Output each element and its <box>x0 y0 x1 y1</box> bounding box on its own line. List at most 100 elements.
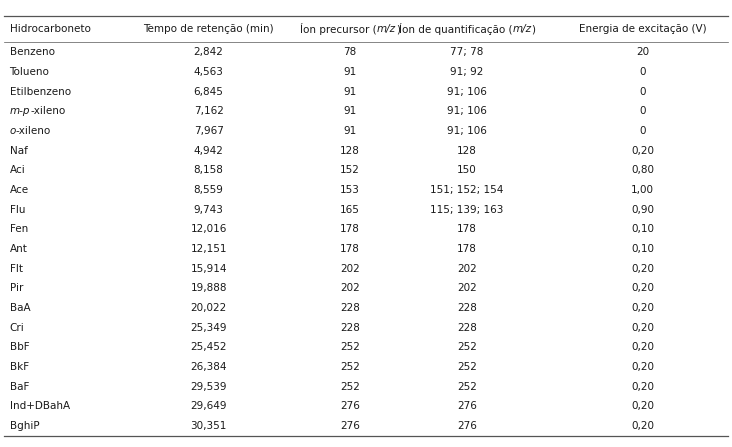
Text: 0,90: 0,90 <box>631 205 654 215</box>
Text: Naf: Naf <box>10 146 27 156</box>
Text: 252: 252 <box>457 382 477 392</box>
Text: 165: 165 <box>340 205 360 215</box>
Text: Íon de quantificação (: Íon de quantificação ( <box>399 23 512 35</box>
Text: m/z: m/z <box>377 24 396 34</box>
Text: 128: 128 <box>457 146 477 156</box>
Text: -xileno: -xileno <box>16 126 51 136</box>
Text: Pir: Pir <box>10 283 23 293</box>
Text: 91: 91 <box>343 67 356 77</box>
Text: ): ) <box>531 24 535 34</box>
Text: 19,888: 19,888 <box>190 283 227 293</box>
Text: Tempo de retenção (min): Tempo de retenção (min) <box>143 24 274 34</box>
Text: 0,20: 0,20 <box>631 421 654 431</box>
Text: 15,914: 15,914 <box>190 264 227 274</box>
Text: Etilbenzeno: Etilbenzeno <box>10 87 71 97</box>
Text: 20,022: 20,022 <box>190 303 227 313</box>
Text: 7,162: 7,162 <box>194 106 223 116</box>
Text: 25,349: 25,349 <box>190 323 227 333</box>
Text: 4,563: 4,563 <box>194 67 223 77</box>
Text: 9,743: 9,743 <box>194 205 223 215</box>
Text: 91; 92: 91; 92 <box>450 67 484 77</box>
Text: m-p: m-p <box>10 106 30 116</box>
Text: 4,942: 4,942 <box>194 146 223 156</box>
Text: 276: 276 <box>340 421 360 431</box>
Text: 0,20: 0,20 <box>631 283 654 293</box>
Text: 6,845: 6,845 <box>194 87 223 97</box>
Text: 91: 91 <box>343 87 356 97</box>
Text: Ace: Ace <box>10 185 29 195</box>
Text: Fen: Fen <box>10 224 28 234</box>
Text: 151; 152; 154: 151; 152; 154 <box>430 185 504 195</box>
Text: 276: 276 <box>457 421 477 431</box>
Text: 152: 152 <box>340 165 360 175</box>
Text: 0: 0 <box>640 67 646 77</box>
Text: 276: 276 <box>340 401 360 411</box>
Text: 77; 78: 77; 78 <box>450 47 484 57</box>
Text: Benzeno: Benzeno <box>10 47 54 57</box>
Text: ): ) <box>396 24 400 34</box>
Text: 0: 0 <box>640 87 646 97</box>
Text: BaF: BaF <box>10 382 29 392</box>
Text: 153: 153 <box>340 185 360 195</box>
Text: 178: 178 <box>457 244 477 254</box>
Text: Ind+DBahA: Ind+DBahA <box>10 401 70 411</box>
Text: 20: 20 <box>636 47 649 57</box>
Text: 0,20: 0,20 <box>631 303 654 313</box>
Text: 91: 91 <box>343 106 356 116</box>
Text: Íon precursor (: Íon precursor ( <box>300 23 377 35</box>
Text: 150: 150 <box>458 165 477 175</box>
Text: BkF: BkF <box>10 362 29 372</box>
Text: 0,20: 0,20 <box>631 362 654 372</box>
Text: 202: 202 <box>458 264 477 274</box>
Text: 2,842: 2,842 <box>194 47 223 57</box>
Text: 0,20: 0,20 <box>631 342 654 352</box>
Text: 25,452: 25,452 <box>190 342 227 352</box>
Text: 0,20: 0,20 <box>631 264 654 274</box>
Text: Hidrocarboneto: Hidrocarboneto <box>10 24 90 34</box>
Text: BghiP: BghiP <box>10 421 39 431</box>
Text: 202: 202 <box>340 264 359 274</box>
Text: o: o <box>10 126 16 136</box>
Text: 29,539: 29,539 <box>190 382 227 392</box>
Text: 91: 91 <box>343 126 356 136</box>
Text: 178: 178 <box>457 224 477 234</box>
Text: 252: 252 <box>457 342 477 352</box>
Text: 202: 202 <box>340 283 359 293</box>
Text: 12,016: 12,016 <box>190 224 227 234</box>
Text: 252: 252 <box>340 382 360 392</box>
Text: 202: 202 <box>458 283 477 293</box>
Text: Flu: Flu <box>10 205 25 215</box>
Text: 8,559: 8,559 <box>194 185 223 195</box>
Text: 0,80: 0,80 <box>631 165 654 175</box>
Text: 228: 228 <box>457 323 477 333</box>
Text: 178: 178 <box>340 244 360 254</box>
Text: 91; 106: 91; 106 <box>447 126 487 136</box>
Text: 0,20: 0,20 <box>631 401 654 411</box>
Text: 0,20: 0,20 <box>631 323 654 333</box>
Text: 0: 0 <box>640 106 646 116</box>
Text: BaA: BaA <box>10 303 30 313</box>
Text: 26,384: 26,384 <box>190 362 227 372</box>
Text: 115; 139; 163: 115; 139; 163 <box>430 205 504 215</box>
Text: 228: 228 <box>457 303 477 313</box>
Text: 1,00: 1,00 <box>631 185 654 195</box>
Text: 91; 106: 91; 106 <box>447 106 487 116</box>
Text: 78: 78 <box>343 47 356 57</box>
Text: 228: 228 <box>340 303 360 313</box>
Text: 29,649: 29,649 <box>190 401 227 411</box>
Text: 0,10: 0,10 <box>631 224 654 234</box>
Text: 178: 178 <box>340 224 360 234</box>
Text: 228: 228 <box>340 323 360 333</box>
Text: BbF: BbF <box>10 342 29 352</box>
Text: 128: 128 <box>340 146 360 156</box>
Text: 0,20: 0,20 <box>631 382 654 392</box>
Text: 252: 252 <box>340 362 360 372</box>
Text: 91; 106: 91; 106 <box>447 87 487 97</box>
Text: Flt: Flt <box>10 264 23 274</box>
Text: Energia de excitação (V): Energia de excitação (V) <box>579 24 706 34</box>
Text: -xileno: -xileno <box>30 106 65 116</box>
Text: 0,20: 0,20 <box>631 146 654 156</box>
Text: 8,158: 8,158 <box>194 165 223 175</box>
Text: 7,967: 7,967 <box>194 126 223 136</box>
Text: Cri: Cri <box>10 323 24 333</box>
